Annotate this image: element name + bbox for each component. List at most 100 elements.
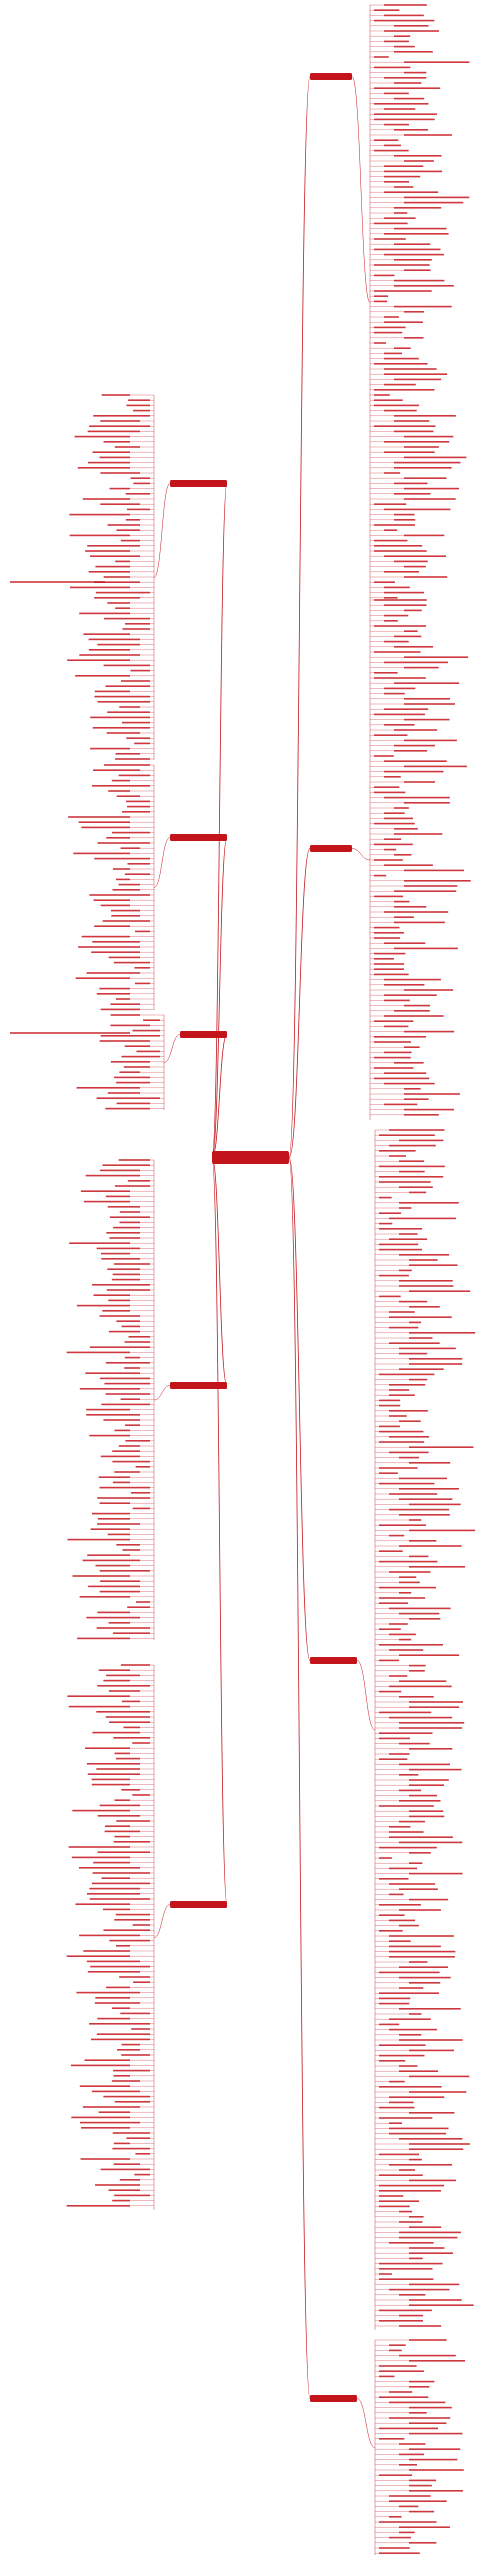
leaf-node[interactable] [409, 2406, 452, 2409]
leaf-node[interactable] [389, 1716, 453, 1719]
leaf-node[interactable] [409, 1503, 461, 1506]
leaf-node[interactable] [105, 1195, 130, 1198]
leaf-node[interactable] [119, 1211, 140, 1213]
leaf-node[interactable] [379, 1997, 411, 2000]
leaf-node[interactable] [97, 1523, 140, 1525]
leaf-node[interactable] [88, 1585, 140, 1588]
leaf-node[interactable] [394, 207, 442, 209]
leaf-node[interactable] [121, 2054, 150, 2056]
leaf-node[interactable] [374, 113, 437, 115]
leaf-node[interactable] [409, 1306, 440, 1308]
leaf-node[interactable] [394, 1010, 430, 1012]
leaf-node[interactable] [389, 1508, 450, 1511]
leaf-node[interactable] [116, 2049, 140, 2051]
leaf-node[interactable] [374, 524, 416, 526]
leaf-node[interactable] [399, 2294, 426, 2296]
leaf-node[interactable] [379, 1690, 402, 1693]
leaf-node[interactable] [394, 45, 415, 48]
leaf-node[interactable] [409, 1337, 433, 1339]
leaf-node[interactable] [92, 451, 130, 453]
leaf-node[interactable] [399, 2008, 461, 2010]
leaf-node[interactable] [374, 222, 408, 225]
leaf-node[interactable] [379, 1399, 401, 1402]
leaf-node[interactable] [133, 482, 150, 485]
leaf-node[interactable] [99, 987, 130, 990]
leaf-node[interactable] [100, 1035, 160, 1037]
leaf-node[interactable] [399, 1202, 459, 1204]
leaf-node[interactable] [78, 821, 130, 823]
leaf-node[interactable] [389, 1685, 452, 1688]
leaf-node[interactable] [389, 1394, 415, 1396]
leaf-node[interactable] [394, 97, 425, 100]
leaf-node[interactable] [124, 873, 150, 875]
leaf-node[interactable] [125, 1424, 140, 1426]
leaf-node[interactable] [379, 2375, 395, 2378]
leaf-node[interactable] [409, 1852, 431, 1854]
leaf-node[interactable] [394, 82, 422, 84]
leaf-node[interactable] [379, 2309, 432, 2312]
leaf-node[interactable] [94, 597, 140, 599]
leaf-node[interactable] [374, 545, 423, 547]
leaf-node[interactable] [10, 1032, 130, 1034]
leaf-node[interactable] [404, 1108, 454, 1111]
leaf-node[interactable] [96, 993, 130, 995]
leaf-node[interactable] [389, 1238, 428, 1240]
leaf-node[interactable] [374, 859, 403, 861]
leaf-node[interactable] [409, 2257, 423, 2260]
leaf-node[interactable] [108, 1622, 130, 1624]
leaf-node[interactable] [374, 651, 421, 653]
leaf-node[interactable] [404, 435, 454, 438]
leaf-node[interactable] [119, 1221, 140, 1224]
leaf-node[interactable] [389, 1342, 440, 1344]
leaf-node[interactable] [110, 1014, 140, 1016]
leaf-node[interactable] [99, 1590, 140, 1593]
leaf-node[interactable] [384, 838, 402, 840]
leaf-node[interactable] [104, 1382, 150, 1385]
leaf-node[interactable] [389, 1326, 419, 1329]
leaf-node[interactable] [399, 1352, 428, 1355]
leaf-node[interactable] [125, 1440, 150, 1442]
leaf-node[interactable] [115, 607, 130, 609]
leaf-node[interactable] [379, 2365, 417, 2367]
leaf-node[interactable] [379, 1404, 401, 1407]
leaf-node[interactable] [374, 895, 404, 898]
leaf-node[interactable] [379, 2184, 444, 2187]
leaf-node[interactable] [82, 2106, 140, 2108]
leaf-node[interactable] [374, 331, 403, 334]
leaf-node[interactable] [110, 1003, 140, 1005]
leaf-node[interactable] [113, 1226, 140, 1229]
leaf-node[interactable] [71, 1856, 130, 1859]
leaf-node[interactable] [399, 1612, 440, 1615]
leaf-node[interactable] [99, 456, 130, 459]
leaf-node[interactable] [384, 409, 417, 412]
leaf-node[interactable] [379, 1586, 436, 1589]
leaf-node[interactable] [409, 2484, 432, 2487]
leaf-node[interactable] [389, 1144, 436, 1147]
leaf-node[interactable] [374, 404, 420, 407]
leaf-node[interactable] [394, 186, 414, 188]
leaf-node[interactable] [404, 201, 464, 204]
leaf-node[interactable] [384, 30, 439, 32]
leaf-node[interactable] [83, 1200, 130, 1203]
leaf-node[interactable] [112, 1450, 140, 1452]
leaf-node[interactable] [116, 1320, 140, 1322]
leaf-node[interactable] [409, 1264, 458, 1266]
leaf-node[interactable] [374, 394, 390, 396]
leaf-node[interactable] [92, 1731, 140, 1734]
leaf-node[interactable] [103, 664, 150, 667]
leaf-node[interactable] [374, 103, 429, 105]
leaf-node[interactable] [404, 1093, 460, 1095]
leaf-node[interactable] [91, 2038, 150, 2041]
leaf-node[interactable] [409, 2469, 464, 2471]
leaf-node[interactable] [384, 92, 409, 95]
leaf-node[interactable] [399, 1254, 450, 1256]
leaf-node[interactable] [409, 2304, 474, 2306]
leaf-node[interactable] [404, 134, 452, 136]
leaf-node[interactable] [399, 1186, 433, 1188]
leaf-node[interactable] [409, 1815, 445, 1818]
leaf-node[interactable] [409, 1321, 422, 1324]
leaf-node[interactable] [399, 1909, 441, 1911]
leaf-node[interactable] [389, 1956, 455, 1958]
leaf-node[interactable] [115, 753, 140, 755]
leaf-node[interactable] [404, 565, 426, 568]
